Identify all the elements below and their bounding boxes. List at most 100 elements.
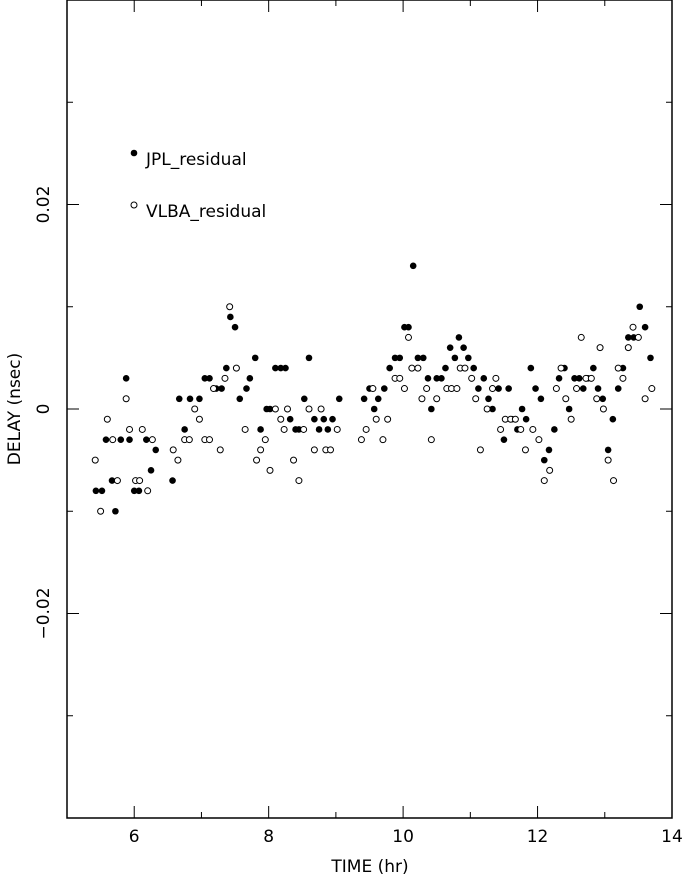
vlba-point [372, 415, 380, 423]
vlba-point [614, 364, 622, 372]
axis-ticks [66, 0, 673, 819]
vlba-point [300, 425, 308, 433]
vlba-point [241, 425, 249, 433]
jpl-point [522, 415, 530, 423]
vlba-point [138, 425, 146, 433]
vlba-point [593, 395, 601, 403]
vlba-point [226, 303, 234, 311]
jpl-point [545, 446, 553, 454]
x-axis-label: TIME (hr) [330, 857, 408, 877]
vlba-point [210, 385, 218, 393]
vlba-point [476, 446, 484, 454]
jpl-point [135, 487, 143, 495]
vlba-point [604, 456, 612, 464]
jpl-point [126, 436, 133, 443]
jpl-point [175, 395, 183, 403]
jpl-point [360, 395, 368, 403]
vlba-point [596, 344, 604, 352]
jpl-point [419, 354, 427, 362]
vlba-point [641, 395, 649, 403]
x-tick-label: 14 [661, 827, 683, 847]
vlba-point [113, 477, 121, 485]
vlba-point [379, 436, 387, 444]
jpl-point [604, 446, 612, 454]
jpl-point [489, 405, 496, 413]
series-jpl-residual [92, 262, 654, 515]
vlba-point [122, 395, 130, 403]
jpl-point [428, 405, 435, 413]
jpl-point [571, 375, 578, 382]
legend-marker-vlba [130, 201, 138, 209]
vlba-point [97, 507, 105, 515]
vlba-point [317, 405, 325, 413]
vlba-point [619, 374, 627, 382]
vlba-point [369, 385, 377, 393]
jpl-point [599, 395, 607, 403]
vlba-point [599, 405, 607, 413]
jpl-point [500, 436, 508, 443]
jpl-point [300, 395, 308, 403]
vlba-point [148, 436, 156, 444]
vlba-point [492, 374, 500, 382]
vlba-point [540, 477, 548, 485]
jpl-point [537, 395, 545, 403]
vlba-point [384, 415, 392, 423]
vlba-point [103, 415, 111, 423]
x-tick-label: 6 [129, 827, 140, 847]
vlba-point [573, 385, 581, 393]
vlba-point [195, 415, 203, 423]
jpl-point [455, 334, 463, 341]
jpl-point [438, 375, 445, 382]
vlba-point [648, 385, 656, 393]
jpl-point [391, 354, 399, 362]
jpl-point [614, 385, 622, 392]
vlba-point [418, 395, 426, 403]
vlba-point [185, 436, 193, 444]
y-axis-label: DELAY (nsec) [5, 353, 25, 466]
jpl-point [386, 364, 393, 372]
series-vlba-residual [91, 303, 656, 515]
vlba-point [634, 333, 642, 341]
jpl-point [451, 354, 459, 362]
jpl-point [485, 395, 492, 403]
vlba-point [280, 425, 288, 433]
legend-marker-jpl [130, 149, 138, 157]
jpl-point [246, 375, 254, 382]
jpl-point [277, 364, 285, 372]
vlba-point [271, 405, 279, 413]
jpl-point [518, 405, 526, 413]
vlba-point [290, 456, 298, 464]
jpl-point [625, 334, 632, 341]
legend-label-vlba: VLBA_residual [146, 202, 266, 222]
jpl-point [442, 364, 449, 372]
jpl-point [480, 375, 488, 382]
jpl-point [551, 426, 558, 433]
jpl-point [505, 385, 512, 392]
jpl-point [532, 385, 539, 392]
vlba-point [414, 364, 422, 372]
jpl-point [647, 354, 654, 362]
vlba-point [497, 425, 505, 433]
vlba-point [529, 425, 537, 433]
jpl-point [575, 375, 583, 382]
vlba-point [404, 333, 412, 341]
vlba-point [257, 446, 265, 454]
vlba-point [144, 487, 152, 495]
jpl-point [540, 456, 548, 464]
vlba-point [453, 385, 461, 393]
jpl-point [370, 405, 378, 413]
vlba-point [552, 385, 560, 393]
jpl-point [636, 303, 644, 311]
vlba-point [357, 436, 365, 444]
vlba-point [305, 405, 313, 413]
jpl-point [311, 415, 318, 423]
vlba-point [408, 364, 416, 372]
jpl-point [396, 354, 404, 362]
vlba-point [310, 446, 318, 454]
vlba-point [423, 385, 431, 393]
vlba-point [557, 364, 565, 372]
jpl-point [329, 415, 336, 423]
jpl-point [196, 395, 203, 403]
jpl-point [374, 395, 382, 403]
jpl-point [98, 487, 106, 495]
